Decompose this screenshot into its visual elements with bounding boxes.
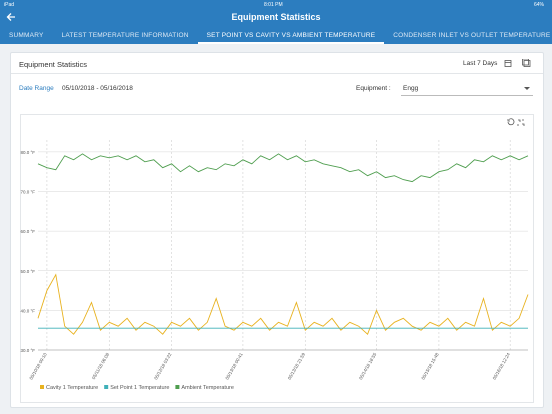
legend-label: Cavity 1 Temperature xyxy=(46,385,98,391)
equipment-select[interactable]: Engg xyxy=(403,85,419,92)
device: iPad xyxy=(4,2,15,8)
header: Equipment Statistics xyxy=(0,9,552,44)
tab[interactable]: LATEST TEMPERATURE INFORMATION xyxy=(61,32,189,39)
dropdown-arrow[interactable] xyxy=(524,87,530,91)
battery: 64% xyxy=(533,2,544,8)
y-tick-label: 40.0 °F xyxy=(20,308,35,313)
card: Equipment Statistics Last 7 Days Date Ra… xyxy=(10,52,544,408)
legend-label: Set Point 1 Temperature xyxy=(110,385,169,391)
tab[interactable]: SUMMARY xyxy=(9,32,44,39)
x-tick-label: 05/15/18 15:48 xyxy=(420,352,440,381)
legend-swatch xyxy=(104,385,109,389)
legend-label: Ambient Temperature xyxy=(181,385,233,391)
x-tick-label: 05/11/18 06:08 xyxy=(91,352,110,381)
y-tick-label: 60.0 °F xyxy=(20,229,35,234)
x-tick-label: 05/13/18 21:59 xyxy=(287,352,307,381)
tab[interactable]: CONDENSER INLET VS OUTLET TEMPERATURE xyxy=(393,32,551,39)
chart-tools[interactable] xyxy=(507,118,525,126)
period[interactable]: Last 7 Days xyxy=(463,60,498,67)
tab-bar: SUMMARY LATEST TEMPERATURE INFORMATION SET… xyxy=(0,27,552,44)
x-tick-label: 05/13/18 00:41 xyxy=(224,352,244,381)
card-title: Equipment Statistics xyxy=(19,60,87,69)
legend-swatch xyxy=(175,385,180,389)
series-line xyxy=(37,153,529,183)
back-button[interactable] xyxy=(6,12,16,22)
x-tick-label: 05/10/18 09:10 xyxy=(28,352,48,381)
x-tick-label: 05/12/18 03:22 xyxy=(153,352,173,381)
chart-frame xyxy=(20,114,534,403)
tab[interactable]: SET POINT VS CAVITY VS AMBIENT TEMPERATU… xyxy=(197,27,385,44)
time: 8:01 PM xyxy=(264,2,283,8)
legend-swatch xyxy=(40,385,44,389)
calendar-icons[interactable] xyxy=(504,59,534,68)
y-tick-label: 30.0 °F xyxy=(20,348,35,353)
date-range[interactable]: 05/10/2018 - 05/16/2018 xyxy=(62,85,133,92)
x-tick-label: 05/16/18 12:24 xyxy=(492,352,512,381)
date-range-label: Date Range xyxy=(19,85,54,92)
series-line xyxy=(37,273,529,335)
y-tick-label: 80.0 °F xyxy=(20,150,35,155)
x-tick-label: 05/14/18 18:55 xyxy=(358,352,378,381)
y-tick-label: 50.0 °F xyxy=(20,269,35,274)
status-bar: iPad 8:01 PM 64% xyxy=(0,0,552,9)
y-tick-label: 70.0 °F xyxy=(20,190,35,195)
equipment-label: Equipment : xyxy=(356,85,391,92)
header-title: Equipment Statistics xyxy=(231,12,321,22)
